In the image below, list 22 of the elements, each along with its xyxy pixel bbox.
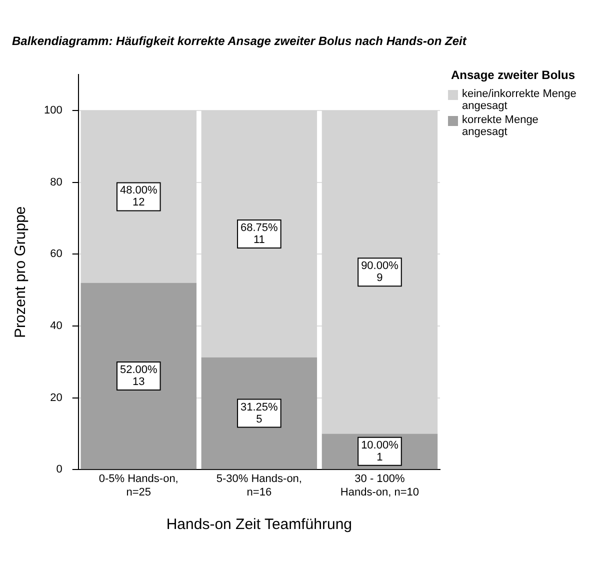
y-tick-label: 20	[50, 392, 62, 404]
bar	[201, 357, 318, 470]
y-tick-label: 40	[50, 320, 62, 332]
y-tick-label: 60	[50, 248, 62, 260]
bar	[80, 282, 196, 470]
y-tick-label: 0	[56, 464, 62, 476]
y-axis-title: Prozent pro Gruppe	[12, 206, 30, 338]
x-axis-title: Hands-on Zeit Teamführung	[166, 516, 352, 534]
data-label: 52.00% 13	[120, 364, 158, 388]
y-tick-label: 80	[50, 176, 62, 188]
x-tick-label: 0-5% Hands-on, n=25	[98, 473, 178, 498]
x-tick-label: 30 - 100% Hands-on, n=10	[340, 473, 420, 498]
y-tick-label: 100	[44, 104, 62, 117]
legend-title: Ansage zweiter Bolus	[450, 68, 576, 82]
data-label: 90.00% 9	[361, 260, 399, 284]
data-label: 10.00% 1	[361, 439, 399, 464]
data-label: 48.00% 12	[120, 184, 158, 209]
data-label: 31.25% 5	[240, 401, 278, 426]
chart-title: Balkendiagramm: Häufigkeit korrekte Ansage zweiter Bolus nach Hands-on Zeit	[11, 33, 468, 50]
legend-label: korrekte Menge angesagt	[462, 114, 540, 138]
data-label: 68.75% 11	[240, 222, 278, 246]
x-tick-label: 5-30% Hands-on, n=16	[216, 473, 302, 498]
